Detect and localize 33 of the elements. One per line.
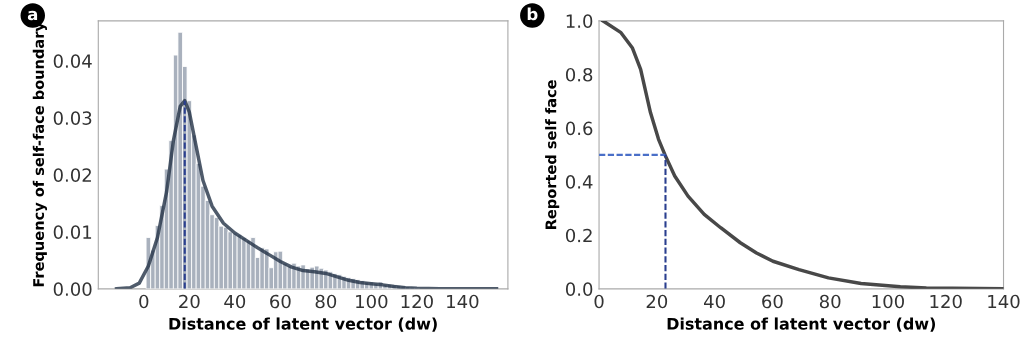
y-tick-label: 0.4 bbox=[565, 175, 593, 189]
y-tick-label: 0.0 bbox=[565, 282, 593, 296]
y-tick-label: 1.0 bbox=[566, 14, 593, 28]
x-tick-label: 20 bbox=[646, 294, 668, 309]
x-tick-label: 100 bbox=[872, 294, 904, 309]
y-tick-label: 0.01 bbox=[53, 225, 92, 239]
y-tick-label: 0.03 bbox=[53, 111, 92, 125]
x-tick-label: 100 bbox=[356, 294, 388, 309]
x-tick-label: 80 bbox=[315, 294, 337, 309]
x-axis-title: Distance of latent vector (dw) bbox=[169, 317, 437, 332]
y-axis-title: Frequency of self-face boundary bbox=[32, 22, 47, 287]
x-tick-label: 120 bbox=[401, 294, 433, 309]
y-tick-label: 0.8 bbox=[565, 67, 593, 82]
x-tick-label: 20 bbox=[179, 294, 200, 309]
x-tick-label: 140 bbox=[447, 294, 479, 309]
x-tick-label: 40 bbox=[224, 294, 246, 309]
x-tick-label: 40 bbox=[704, 294, 725, 309]
y-tick-label: 0.2 bbox=[565, 228, 592, 243]
y-tick-label: 0.02 bbox=[53, 168, 91, 182]
y-tick-label: 0.00 bbox=[53, 282, 92, 296]
x-axis-title: Distance of latent vector (dw) bbox=[667, 317, 936, 332]
x-tick-label: 80 bbox=[819, 294, 841, 309]
x-tick-label: 60 bbox=[762, 294, 783, 309]
x-tick-label: 0 bbox=[594, 294, 604, 309]
x-tick-label: 140 bbox=[988, 294, 1020, 309]
x-tick-label: 0 bbox=[139, 294, 149, 309]
y-tick-label: 0.6 bbox=[565, 121, 593, 136]
y-tick-label: 0.04 bbox=[53, 54, 92, 68]
y-axis-title: Reported self face bbox=[545, 80, 560, 229]
x-tick-label: 120 bbox=[930, 294, 962, 309]
x-tick-label: 60 bbox=[270, 294, 291, 309]
text: a bbox=[27, 10, 38, 21]
text: b bbox=[527, 7, 538, 21]
